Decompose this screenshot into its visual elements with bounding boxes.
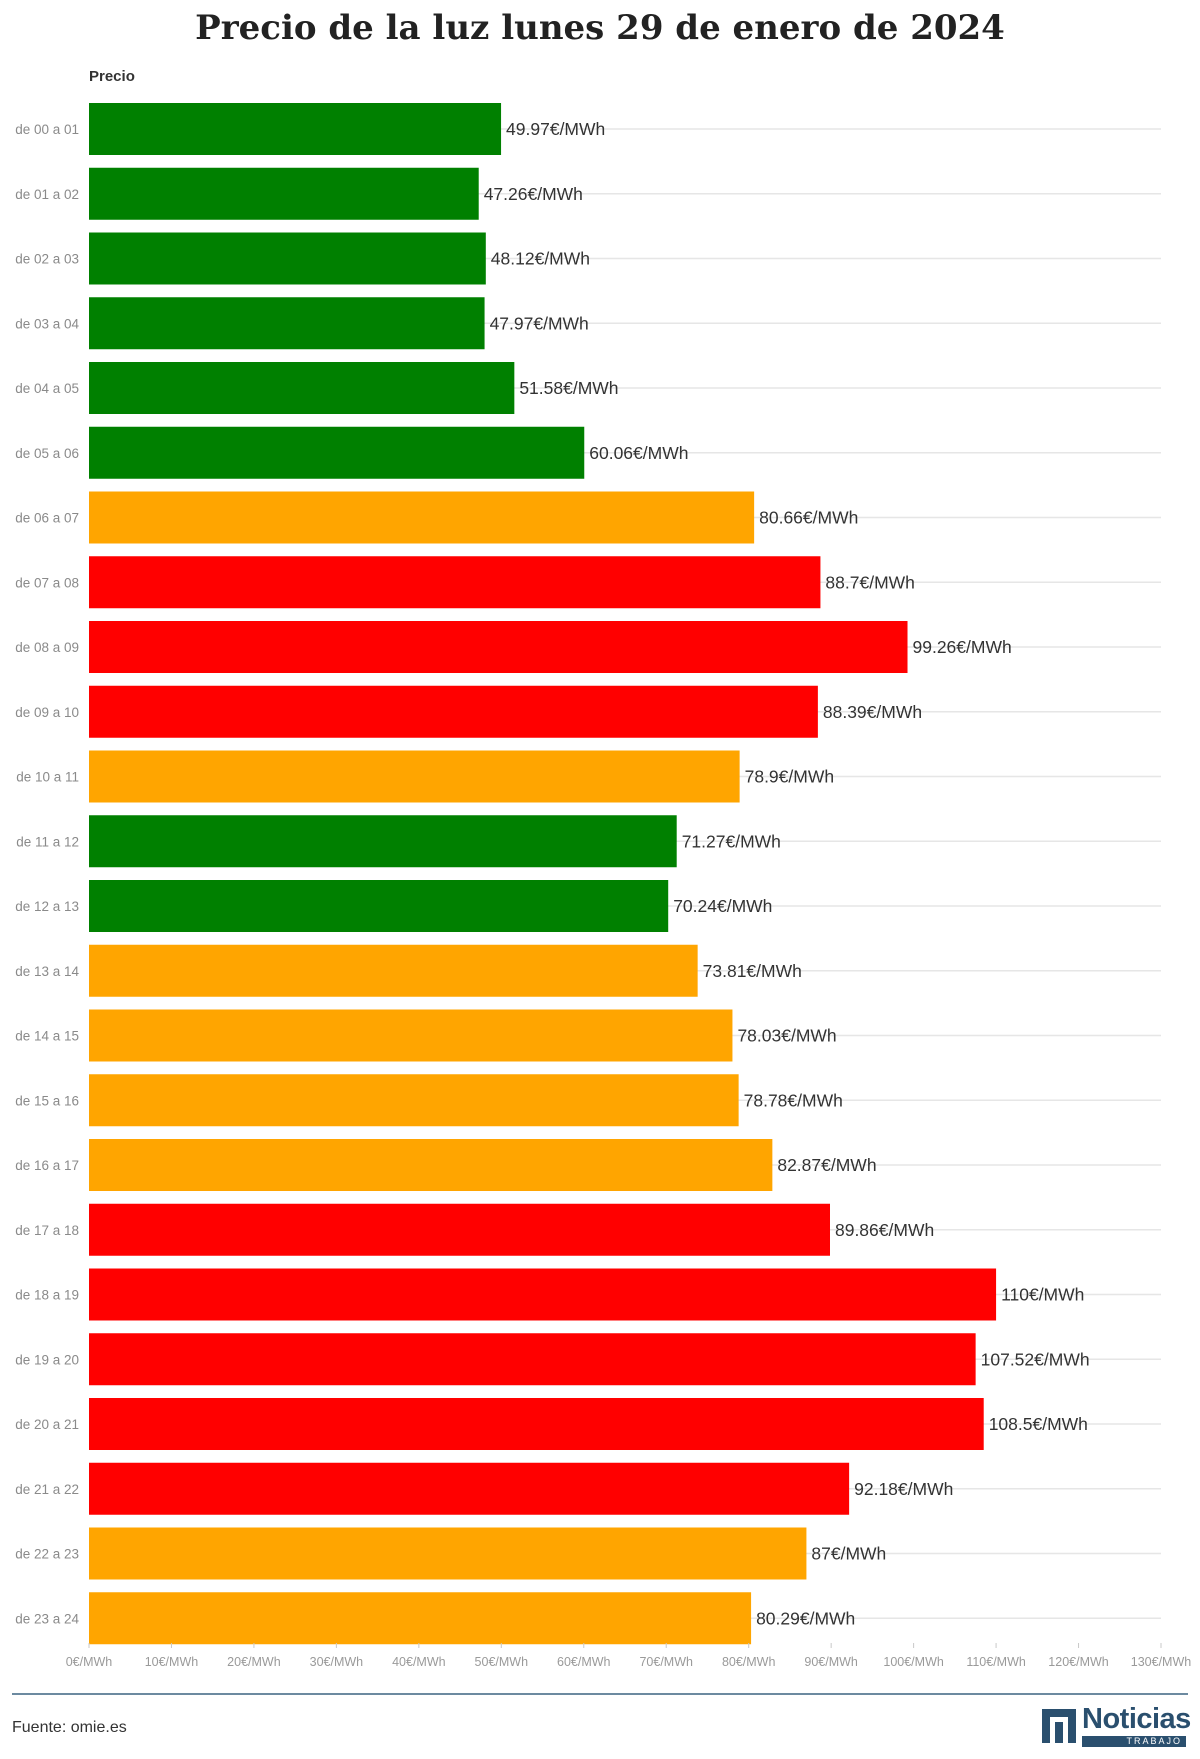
data-label: 48.12€/MWh xyxy=(491,249,590,269)
data-label: 88.7€/MWh xyxy=(825,572,914,592)
data-label: 99.26€/MWh xyxy=(913,637,1012,657)
data-label: 78.9€/MWh xyxy=(745,767,834,787)
category-label: de 07 a 08 xyxy=(15,575,79,590)
x-tick-label: 60€/MWh xyxy=(557,1655,611,1669)
category-label: de 21 a 22 xyxy=(15,1482,79,1497)
data-label: 49.97€/MWh xyxy=(506,119,605,139)
category-label: de 10 a 11 xyxy=(16,770,79,785)
data-label: 78.03€/MWh xyxy=(737,1026,836,1046)
data-label: 87€/MWh xyxy=(811,1544,886,1564)
bar xyxy=(89,556,821,609)
category-label: de 23 a 24 xyxy=(15,1611,79,1626)
bar xyxy=(89,1009,733,1062)
data-label: 51.58€/MWh xyxy=(519,378,618,398)
bar xyxy=(89,1462,850,1515)
x-tick-label: 30€/MWh xyxy=(310,1655,364,1669)
logo-subtext: TRABAJO xyxy=(1082,1736,1186,1747)
data-label: 73.81€/MWh xyxy=(703,961,802,981)
logo-wordmark: Noticias xyxy=(1082,1703,1191,1735)
bar xyxy=(89,426,585,479)
category-label: de 03 a 04 xyxy=(15,316,79,331)
category-label: de 20 a 21 xyxy=(15,1417,79,1432)
x-tick-label: 70€/MWh xyxy=(639,1655,693,1669)
series-label: Precio xyxy=(89,68,135,85)
x-tick-label: 50€/MWh xyxy=(475,1655,529,1669)
category-label: de 01 a 02 xyxy=(15,187,79,202)
bar xyxy=(89,880,669,932)
data-label: 82.87€/MWh xyxy=(777,1155,876,1175)
noticias-trabajo-logo[interactable]: Noticias TRABAJO xyxy=(1042,1703,1191,1749)
category-label: de 05 a 06 xyxy=(15,446,79,461)
data-label: 70.24€/MWh xyxy=(673,896,772,916)
data-label: 108.5€/MWh xyxy=(989,1414,1088,1434)
category-label: de 17 a 18 xyxy=(15,1223,79,1238)
x-tick-label: 10€/MWh xyxy=(145,1655,199,1669)
x-tick-label: 80€/MWh xyxy=(722,1655,776,1669)
bar xyxy=(89,1203,830,1256)
x-tick-label: 110€/MWh xyxy=(966,1655,1026,1669)
bar-chart: de 00 a 01 49.97€/MWh de 01 a 02 47.26€/MWh… xyxy=(15,103,1191,1669)
data-label: 47.97€/MWh xyxy=(490,313,589,333)
bar xyxy=(89,1074,739,1127)
category-label: de 00 a 01 xyxy=(15,122,79,137)
bar xyxy=(89,815,677,868)
data-label: 88.39€/MWh xyxy=(823,702,922,722)
bar xyxy=(89,167,479,220)
bar xyxy=(89,1268,997,1321)
data-label: 92.18€/MWh xyxy=(854,1479,953,1499)
data-label: 110€/MWh xyxy=(1001,1285,1084,1305)
category-label: de 14 a 15 xyxy=(15,1029,79,1044)
bar xyxy=(89,362,515,414)
category-label: de 15 a 16 xyxy=(15,1093,79,1108)
bar xyxy=(89,1592,752,1645)
footer-divider xyxy=(12,1693,1188,1695)
category-label: de 12 a 13 xyxy=(15,899,79,914)
category-label: de 16 a 17 xyxy=(15,1158,79,1173)
data-label: 80.29€/MWh xyxy=(756,1608,855,1628)
bar xyxy=(89,1527,807,1580)
bar xyxy=(89,621,908,673)
logo-mark-icon xyxy=(1042,1709,1076,1743)
category-label: de 18 a 19 xyxy=(15,1288,79,1303)
bar xyxy=(89,1333,976,1386)
bar xyxy=(89,103,502,155)
x-tick-label: 100€/MWh xyxy=(883,1655,943,1669)
category-label: de 19 a 20 xyxy=(15,1352,79,1367)
data-label: 89.86€/MWh xyxy=(835,1220,934,1240)
bar xyxy=(89,491,755,544)
category-label: de 13 a 14 xyxy=(15,964,79,979)
bar xyxy=(89,1398,984,1450)
category-label: de 02 a 03 xyxy=(15,252,79,267)
x-tick-label: 90€/MWh xyxy=(804,1655,858,1669)
data-label: 80.66€/MWh xyxy=(759,508,858,528)
x-tick-label: 20€/MWh xyxy=(227,1655,281,1669)
bar xyxy=(89,944,698,997)
x-tick-label: 0€/MWh xyxy=(66,1655,113,1669)
category-label: de 09 a 10 xyxy=(15,705,79,720)
category-label: de 04 a 05 xyxy=(15,381,79,396)
bar xyxy=(89,750,740,803)
data-label: 107.52€/MWh xyxy=(981,1349,1090,1369)
x-tick-label: 130€/MWh xyxy=(1131,1655,1191,1669)
bar xyxy=(89,232,486,285)
data-label: 71.27€/MWh xyxy=(682,831,781,851)
data-label: 60.06€/MWh xyxy=(589,443,688,463)
x-tick-label: 120€/MWh xyxy=(1048,1655,1108,1669)
bar xyxy=(89,1139,773,1191)
chart-title: Precio de la luz lunes 29 de enero de 20… xyxy=(195,8,1005,48)
category-label: de 08 a 09 xyxy=(15,640,79,655)
bar xyxy=(89,297,485,350)
category-label: de 22 a 23 xyxy=(15,1547,79,1562)
data-label: 78.78€/MWh xyxy=(744,1090,843,1110)
data-label: 47.26€/MWh xyxy=(484,184,583,204)
category-label: de 11 a 12 xyxy=(16,834,79,849)
x-tick-label: 40€/MWh xyxy=(392,1655,446,1669)
source-note: Fuente: omie.es xyxy=(12,1719,127,1736)
category-label: de 06 a 07 xyxy=(15,511,79,526)
bar xyxy=(89,685,818,738)
